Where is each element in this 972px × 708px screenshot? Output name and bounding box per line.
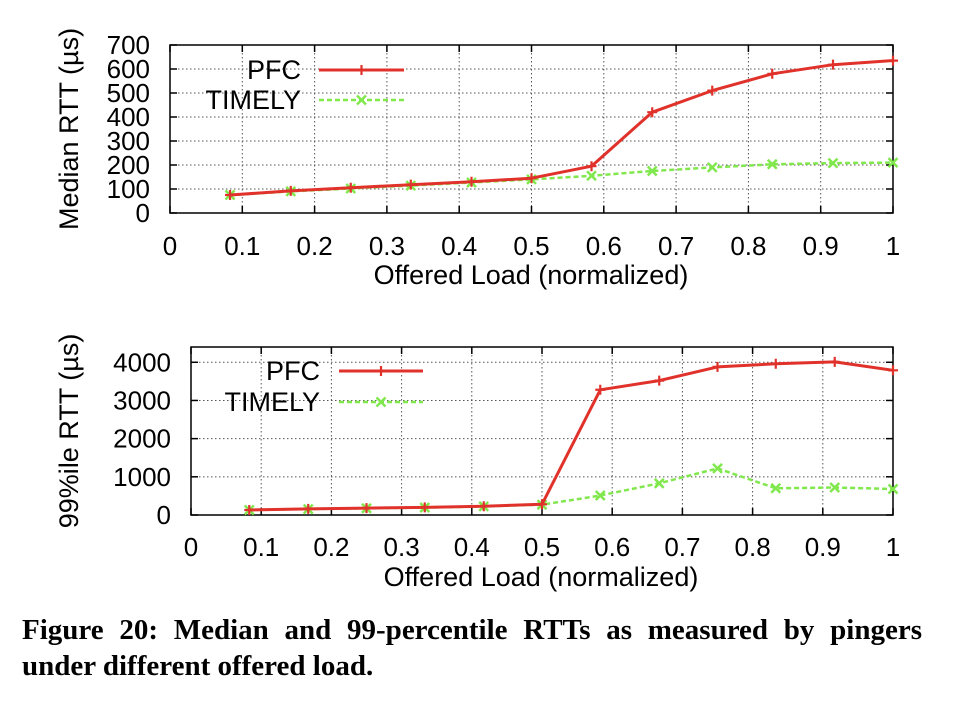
y-tick-label: 1000 [113,462,171,492]
pfc-point [225,190,236,200]
x-tick-label: 0.9 [805,532,841,562]
y-axis-label: Median RTT (µs) [54,28,84,230]
pfc-point [888,55,898,66]
figure-caption: Figure 20: Median and 99-percentile RTTs… [22,614,922,682]
timely-point [586,170,597,182]
timely-point [712,463,723,474]
timely-point [887,157,899,168]
legend-marker-pfc [376,366,386,376]
pfc-series-line [229,59,894,197]
legend-marker-timely [356,94,367,106]
y-tick-label: 600 [107,54,150,84]
pfc-point [345,182,356,193]
timely-point [646,165,658,177]
pfc-point [478,501,489,512]
x-tick-label: 0.3 [369,231,405,261]
y-tick-label: 0 [157,500,171,530]
legend-marker-timely [375,396,387,408]
y-tick-label: 400 [107,102,150,132]
legend-label-pfc: PFC [266,356,320,386]
y-axis-label: 99%ile RTT (µs) [54,334,84,529]
x-axis-label: Offered Load (normalized) [374,260,689,290]
legend-label-pfc: PFC [247,55,301,85]
pfc-point [770,358,781,369]
pfc-point [595,384,606,395]
timely-series-line [229,161,894,197]
x-tick-label: 0.4 [454,532,490,562]
x-tick-label: 0.8 [730,231,766,261]
x-tick-label: 0.6 [594,532,630,562]
x-tick-label: 0.7 [664,532,700,562]
x-tick-label: 0.9 [803,231,839,261]
x-tick-label: 0 [163,231,177,261]
timely-point [829,482,841,493]
pfc-point [361,503,372,514]
x-tick-label: 0.3 [384,532,420,562]
pfc-point [888,365,898,376]
y-tick-label: 500 [107,78,150,108]
x-axis-label: Offered Load (normalized) [384,562,699,592]
x-tick-label: 0.8 [735,532,771,562]
y-tick-label: 4000 [113,347,171,377]
timely-point [653,477,665,489]
pfc-point [303,503,314,514]
timely-point [766,158,778,170]
pfc-point [707,85,718,96]
legend-label-timely: TIMELY [205,85,301,115]
pfc-point [244,505,255,516]
timely-point [827,157,839,169]
timely-point [887,483,899,495]
pfc-series-line [249,360,894,512]
pfc-point [405,179,416,190]
pfc-point [647,107,658,118]
pfc-point [537,499,547,510]
timely-point [594,490,606,501]
pfc-point [827,59,838,70]
x-tick-label: 1 [886,231,900,261]
pfc-point [829,356,840,367]
x-tick-label: 0.5 [513,231,549,261]
pfc-point [419,502,430,513]
y-tick-label: 300 [107,126,150,156]
x-tick-label: 1 [886,532,900,562]
x-tick-label: 0.6 [586,231,622,261]
pfc-point [586,161,597,172]
timely-point [706,162,718,173]
x-tick-label: 0 [184,532,198,562]
timely-series-line [249,467,894,512]
x-tick-label: 0.5 [524,532,560,562]
x-tick-label: 0.1 [224,231,260,261]
x-tick-label: 0.2 [313,532,349,562]
pfc-point [466,176,477,187]
y-tick-label: 100 [107,174,150,204]
x-tick-label: 0.7 [658,231,694,261]
y-tick-label: 2000 [113,424,171,454]
pfc-point [526,173,537,184]
pfc-point [712,361,723,372]
x-tick-label: 0.2 [297,231,333,261]
pfc-point [285,185,296,196]
pfc-point [767,68,778,79]
x-tick-label: 0.1 [243,532,279,562]
y-tick-label: 700 [107,30,150,60]
pfc-point [654,375,665,386]
x-tick-label: 0.4 [441,231,477,261]
y-tick-label: 3000 [113,385,171,415]
p99-rtt-chart: 0 1000 2000 3000 4000 0 0.1 0.2 0.3 0.4 0.5 0.6 0.7 0… [54,334,900,592]
timely-point [770,482,782,494]
legend-label-timely: TIMELY [224,387,320,417]
y-tick-label: 200 [107,150,150,180]
y-tick-label: 0 [136,198,150,228]
legend-marker-pfc [356,65,367,75]
